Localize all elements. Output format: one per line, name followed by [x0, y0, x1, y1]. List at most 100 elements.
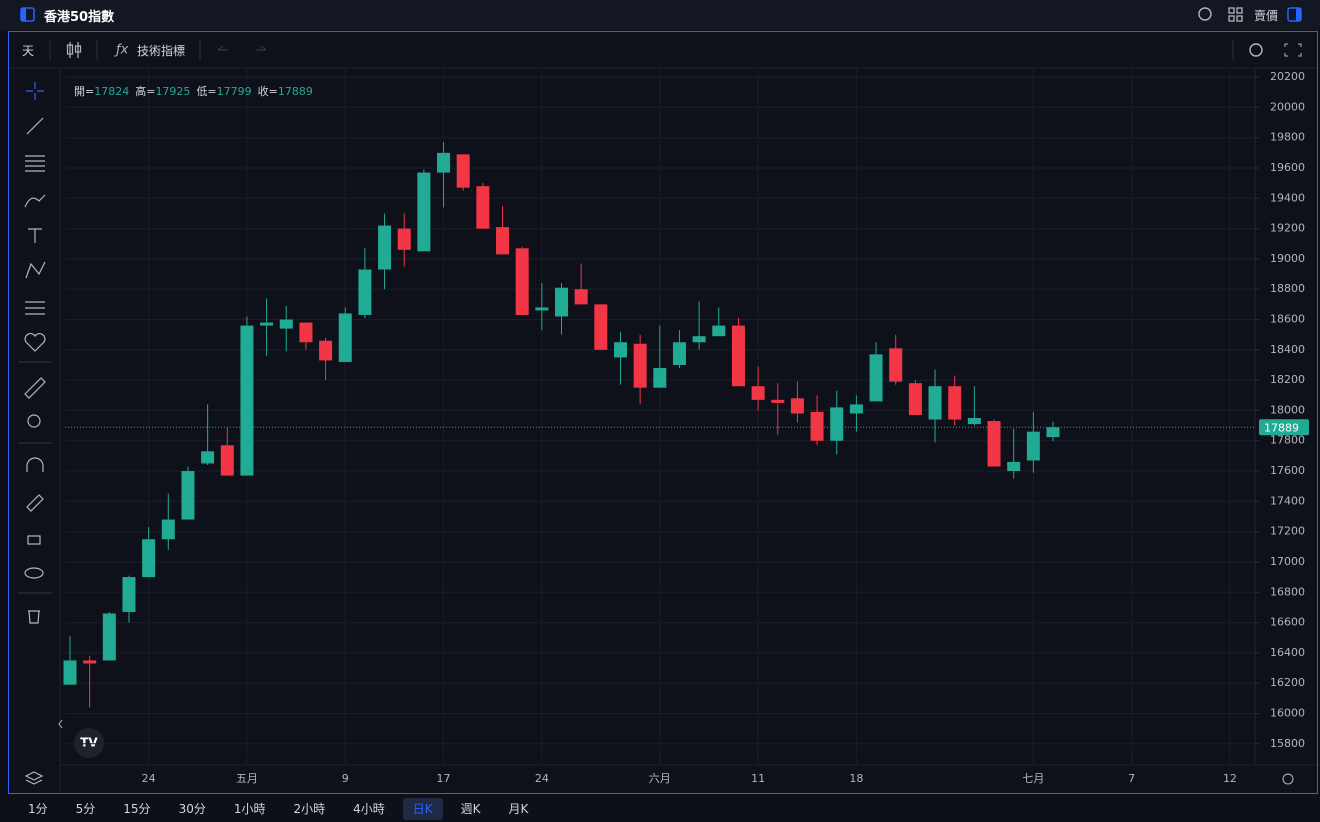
y-tick-label: 17000: [1270, 555, 1305, 568]
timeframe-button[interactable]: 5分: [75, 802, 96, 816]
text-tool[interactable]: [28, 228, 42, 243]
interval-button[interactable]: 天: [22, 44, 35, 58]
candle-body: [928, 386, 942, 420]
x-tick-label: 18: [849, 772, 863, 785]
timeframe-button[interactable]: 週K: [460, 802, 481, 816]
y-tick-label: 16000: [1270, 706, 1305, 719]
panel-icon-fill: [21, 8, 26, 21]
timeframe-bar: 1分 5分 15分 30分 1小時 2小時 4小時 日K 週K 月K: [18, 798, 546, 820]
candle-body: [948, 386, 962, 420]
y-tick-label: 17200: [1270, 525, 1305, 538]
trendline-tool[interactable]: [26, 117, 44, 135]
y-tick-label: 16200: [1270, 676, 1305, 689]
ruler-tool[interactable]: [24, 377, 46, 399]
y-tick-label: 18800: [1270, 282, 1305, 295]
last-price-tag: [1259, 419, 1309, 436]
timeframe-button[interactable]: 2小時: [293, 802, 326, 816]
timeframe-button[interactable]: 4小時: [353, 802, 385, 816]
candle-body: [1007, 461, 1021, 472]
collapse-arrow[interactable]: [58, 719, 63, 729]
sell-price-label[interactable]: 賣價: [1254, 9, 1279, 23]
candle-body: [456, 154, 470, 188]
y-tick-label: 17400: [1270, 494, 1305, 507]
candle-body: [594, 304, 608, 350]
candle-body: [279, 319, 293, 329]
candle-body: [122, 577, 136, 612]
header-bar: [0, 0, 1320, 30]
undo-icon[interactable]: [217, 45, 228, 51]
refresh-icon[interactable]: [1198, 7, 1212, 21]
candle-body: [987, 421, 1001, 467]
candle-body: [633, 343, 647, 388]
y-tick-label: 20000: [1270, 100, 1305, 113]
candle-body: [692, 336, 706, 343]
x-tick-label: 17: [437, 772, 451, 785]
fullscreen-icon[interactable]: [1284, 43, 1302, 57]
candle-body: [417, 172, 431, 252]
candle-body: [908, 383, 922, 415]
ohlc-legend: 開=17824 高=17925 低=17799 收=17889: [74, 83, 319, 99]
candle-body: [1046, 427, 1060, 438]
legend-key: 收=: [257, 85, 278, 98]
timeframe-button[interactable]: 30分: [178, 802, 206, 816]
candle-body: [869, 354, 883, 402]
fib-tool[interactable]: [25, 155, 45, 172]
delete-tool[interactable]: [28, 610, 40, 624]
x-tick-label: 七月: [1022, 772, 1044, 785]
indicators-button[interactable]: 技術指標: [137, 44, 186, 58]
chart-frame: [8, 31, 1318, 794]
y-tick-label: 19200: [1270, 222, 1305, 235]
layout-icon[interactable]: [1228, 7, 1243, 22]
forecast-tool[interactable]: [25, 301, 45, 315]
crosshair-tool[interactable]: [26, 82, 44, 100]
drawing-tools: [18, 82, 52, 785]
y-tick-label: 19600: [1270, 161, 1305, 174]
y-tick-label: 19400: [1270, 191, 1305, 204]
timeframe-button[interactable]: 月K: [508, 802, 529, 816]
candle-body: [437, 152, 451, 173]
legend-value: 17925: [155, 85, 191, 98]
logo-badge[interactable]: [74, 728, 104, 758]
timeframe-button[interactable]: 1小時: [233, 802, 266, 816]
candle-body: [790, 398, 804, 414]
candle-body: [967, 418, 981, 425]
redo-icon[interactable]: [256, 45, 267, 51]
visibility-tool[interactable]: [24, 567, 44, 579]
brush-tool[interactable]: [24, 194, 46, 208]
symbol-title: 香港50指數: [44, 10, 115, 25]
fx-icon[interactable]: ƒx: [113, 43, 129, 58]
layers-icon[interactable]: [24, 771, 44, 785]
candle-body: [1026, 431, 1040, 461]
candle-body: [83, 660, 97, 664]
legend-value: 17824: [94, 85, 130, 98]
timeframe-button[interactable]: 15分: [123, 802, 151, 816]
y-tick-label: 16800: [1270, 585, 1305, 598]
settings-icon[interactable]: [1249, 43, 1263, 57]
x-tick-label: 11: [751, 772, 765, 785]
axis-settings-icon[interactable]: [1282, 773, 1294, 785]
candle-body: [672, 342, 686, 365]
pattern-tool[interactable]: [25, 261, 46, 279]
timeframe-button[interactable]: 日K: [402, 798, 443, 820]
legend-key: 開=: [74, 85, 95, 98]
candle-body: [299, 322, 313, 343]
x-tick-label: 9: [342, 772, 349, 785]
candle-body: [712, 325, 726, 337]
favorites-tool[interactable]: [24, 333, 46, 352]
candle-body: [161, 519, 175, 540]
timeframe-button[interactable]: 1分: [28, 802, 48, 816]
candle-body: [201, 451, 215, 464]
legend-value: 17799: [216, 85, 252, 98]
candle-type-icon[interactable]: [66, 42, 82, 58]
candle-body: [397, 228, 411, 250]
x-tick-label: 六月: [649, 772, 671, 785]
candle-body: [220, 445, 234, 476]
y-tick-label: 17800: [1270, 434, 1305, 447]
lock-draw-tool[interactable]: [26, 494, 44, 512]
magnet-tool[interactable]: [26, 457, 44, 472]
lock-tool[interactable]: [27, 535, 41, 545]
logo-mark: TV: [80, 736, 98, 750]
grid: [65, 68, 1255, 765]
zoom-tool[interactable]: [27, 414, 41, 428]
candle-body: [574, 289, 588, 305]
